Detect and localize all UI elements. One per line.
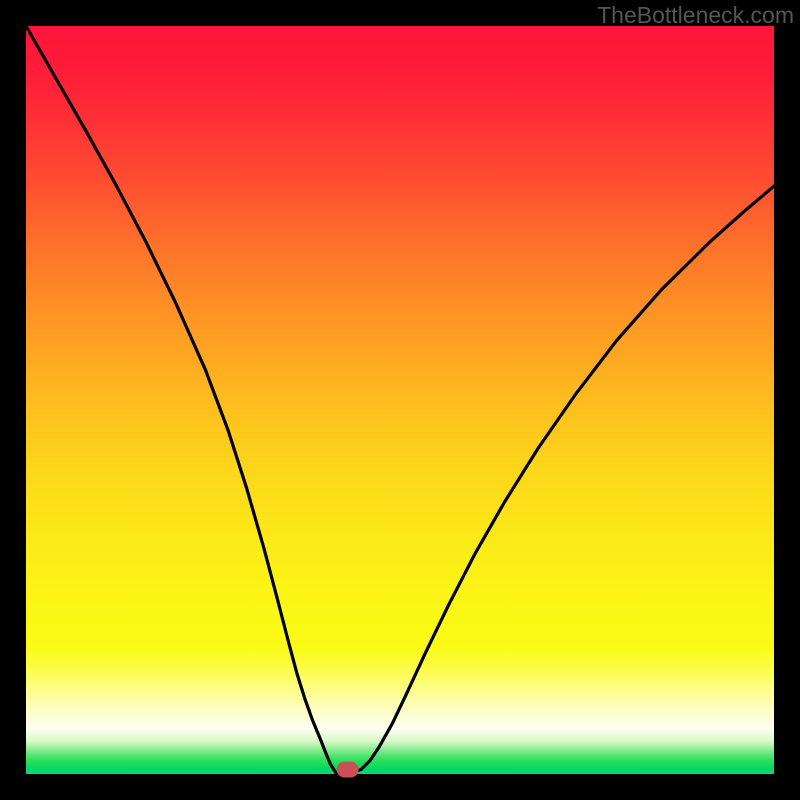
optimal-marker [337, 762, 359, 778]
watermark-text: TheBottleneck.com [597, 2, 794, 29]
chart-stage: TheBottleneck.com [0, 0, 800, 800]
plot-background [26, 26, 774, 774]
bottleneck-chart-svg [0, 0, 800, 800]
